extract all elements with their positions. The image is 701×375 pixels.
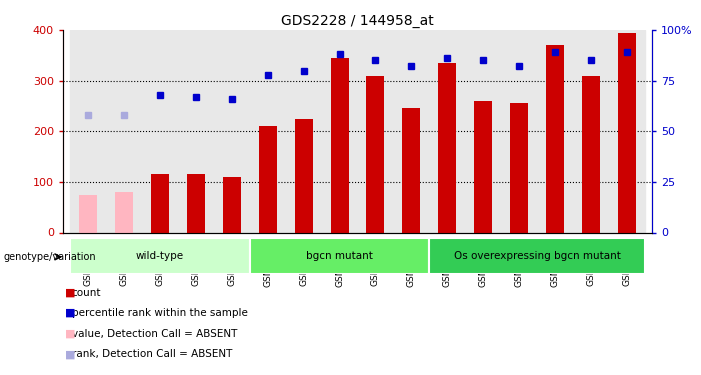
Bar xyxy=(286,30,322,232)
Bar xyxy=(582,76,600,232)
Text: count: count xyxy=(72,288,101,297)
Bar xyxy=(294,118,313,232)
Bar xyxy=(573,30,609,232)
Bar xyxy=(142,30,178,232)
Bar xyxy=(250,238,429,274)
Text: ■: ■ xyxy=(64,329,75,339)
Text: percentile rank within the sample: percentile rank within the sample xyxy=(72,308,247,318)
Text: value, Detection Call = ABSENT: value, Detection Call = ABSENT xyxy=(72,329,237,339)
Bar xyxy=(358,30,393,232)
Bar xyxy=(115,192,133,232)
Bar xyxy=(429,238,645,274)
Bar xyxy=(609,30,645,232)
Bar xyxy=(322,30,358,232)
Bar xyxy=(259,126,277,232)
Bar xyxy=(429,30,465,232)
Text: wild-type: wild-type xyxy=(136,251,184,261)
Bar xyxy=(106,30,142,232)
Text: Os overexpressing bgcn mutant: Os overexpressing bgcn mutant xyxy=(454,251,620,261)
Bar xyxy=(70,30,106,232)
Bar xyxy=(331,58,348,232)
Bar xyxy=(79,195,97,232)
Text: genotype/variation: genotype/variation xyxy=(4,252,96,262)
Bar xyxy=(214,30,250,232)
Text: ■: ■ xyxy=(64,308,75,318)
Bar xyxy=(537,30,573,232)
Title: GDS2228 / 144958_at: GDS2228 / 144958_at xyxy=(281,13,434,28)
Bar xyxy=(178,30,214,232)
Bar xyxy=(501,30,537,232)
Bar xyxy=(367,76,384,232)
Bar xyxy=(510,104,528,232)
Text: ■: ■ xyxy=(64,350,75,359)
Text: rank, Detection Call = ABSENT: rank, Detection Call = ABSENT xyxy=(72,350,232,359)
Bar xyxy=(618,33,636,232)
Bar xyxy=(151,174,169,232)
Bar xyxy=(474,101,492,232)
Text: ■: ■ xyxy=(64,288,75,297)
Bar xyxy=(438,63,456,232)
Bar xyxy=(223,177,241,232)
Bar xyxy=(250,30,286,232)
Bar xyxy=(393,30,429,232)
Bar xyxy=(465,30,501,232)
Bar xyxy=(546,45,564,232)
Text: bgcn mutant: bgcn mutant xyxy=(306,251,373,261)
Bar xyxy=(187,174,205,232)
Bar xyxy=(70,238,250,274)
Bar xyxy=(402,108,421,232)
